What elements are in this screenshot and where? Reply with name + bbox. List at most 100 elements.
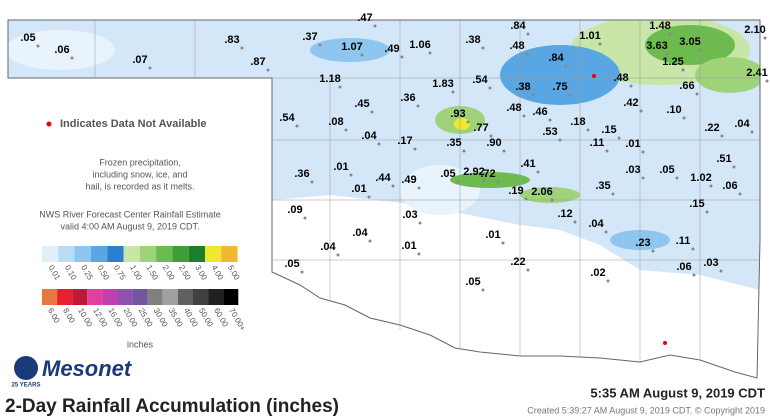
station-value: .53	[542, 126, 557, 138]
station-value: 1.06	[409, 39, 430, 51]
state-outline	[7, 19, 761, 379]
station-value: .49	[384, 43, 399, 55]
created-note: Created 5:39:27 AM August 9, 2019 CDT. ©…	[527, 405, 765, 415]
station-value: .35	[446, 137, 461, 149]
station-value: .05	[465, 276, 480, 288]
station-value: .46	[532, 106, 547, 118]
station-dot	[526, 268, 530, 272]
station-dot	[377, 142, 381, 146]
station-dot	[451, 90, 455, 94]
station-dot	[720, 134, 724, 138]
station-value: .04	[588, 218, 604, 230]
station-value: .93	[450, 108, 465, 120]
legend-swatch	[74, 246, 91, 262]
station-dot	[573, 220, 577, 224]
station-value: 1.83	[432, 78, 453, 90]
legend-swatch	[172, 246, 189, 262]
frozen-note: including snow, ice, and	[92, 169, 187, 179]
legend-label: 3.00	[193, 264, 209, 282]
logo-badge: 25 YEARS	[12, 383, 41, 389]
station-value: .38	[465, 34, 480, 46]
station-dot	[416, 104, 420, 108]
station-value: .87	[250, 56, 265, 68]
legend-label: 70.00+	[227, 307, 247, 333]
station-value: 1.01	[579, 30, 600, 42]
station-value: .10	[666, 104, 681, 116]
station-value: .07	[132, 54, 147, 66]
legend-label: 0.01	[47, 264, 63, 282]
legend-label: 0.10	[63, 264, 79, 282]
station-dot	[466, 120, 470, 124]
estimate-note: valid 4:00 AM August 9, 2019 CDT.	[60, 221, 199, 231]
station-dot	[310, 180, 314, 184]
legend-swatch	[102, 289, 118, 305]
station-dot	[349, 173, 353, 177]
station-dot	[338, 85, 342, 89]
station-value: 1.25	[662, 56, 683, 68]
station-value: .03	[703, 257, 718, 269]
station-value: .42	[623, 97, 638, 109]
station-dot	[400, 55, 404, 59]
station-dot	[629, 84, 633, 88]
station-dot	[558, 138, 562, 142]
station-dot	[336, 253, 340, 257]
station-value: 2.06	[531, 186, 552, 198]
station-value: .15	[601, 124, 616, 136]
logo-text: Mesonet	[42, 356, 133, 381]
station-dot	[370, 110, 374, 114]
station-dot	[482, 178, 486, 182]
station-dot	[611, 192, 615, 196]
station-dot	[675, 176, 679, 180]
station-value: 3.63	[646, 40, 667, 52]
station-dot	[719, 269, 723, 273]
station-dot	[765, 79, 769, 83]
station-value: .05	[20, 32, 35, 44]
station-value: .49	[401, 174, 416, 186]
station-value: .66	[679, 80, 694, 92]
station-value: .83	[224, 34, 239, 46]
station-value: .12	[557, 208, 572, 220]
station-dot	[604, 230, 608, 234]
station-value: .77	[473, 122, 488, 134]
station-value: 2.92	[463, 166, 484, 178]
station-dot	[318, 43, 322, 47]
legend-swatch	[87, 289, 103, 305]
station-value: .05	[659, 164, 674, 176]
frozen-note: hail, is recorded as it melts.	[85, 181, 194, 191]
station-value: .01	[401, 240, 416, 252]
station-value: .47	[357, 12, 372, 24]
station-dot	[240, 46, 244, 50]
station-dot	[70, 56, 74, 60]
station-value: .11	[676, 235, 691, 247]
legend-label: 4.00	[210, 264, 226, 282]
station-value: .05	[284, 258, 299, 270]
station-dot	[367, 195, 371, 199]
legend-swatch	[162, 289, 178, 305]
station-dot	[481, 288, 485, 292]
legend-swatch	[188, 246, 205, 262]
legend-label: 1.50	[144, 264, 160, 282]
station-value: .75	[552, 81, 567, 93]
station-dot	[682, 116, 686, 120]
legend-swatch	[123, 246, 140, 262]
legend-swatch	[107, 246, 124, 262]
station-dot	[705, 210, 709, 214]
station-dot	[531, 93, 535, 97]
station-value: .09	[287, 204, 302, 216]
county-lines	[94, 20, 760, 362]
station-value: .45	[354, 98, 369, 110]
station-dot	[732, 165, 736, 169]
station-dot	[413, 147, 417, 151]
station-value: .01	[625, 138, 640, 150]
station-dot	[750, 130, 754, 134]
station-value: .06	[54, 44, 69, 56]
station-value: .04	[352, 227, 368, 239]
station-dot	[373, 24, 377, 28]
legend-label: 0.50	[95, 264, 111, 282]
legend-swatch	[132, 289, 148, 305]
legend-swatch	[156, 246, 173, 262]
station-dot	[668, 32, 672, 36]
station-dot	[698, 48, 702, 52]
station-dot	[417, 186, 421, 190]
station-dot	[456, 180, 460, 184]
